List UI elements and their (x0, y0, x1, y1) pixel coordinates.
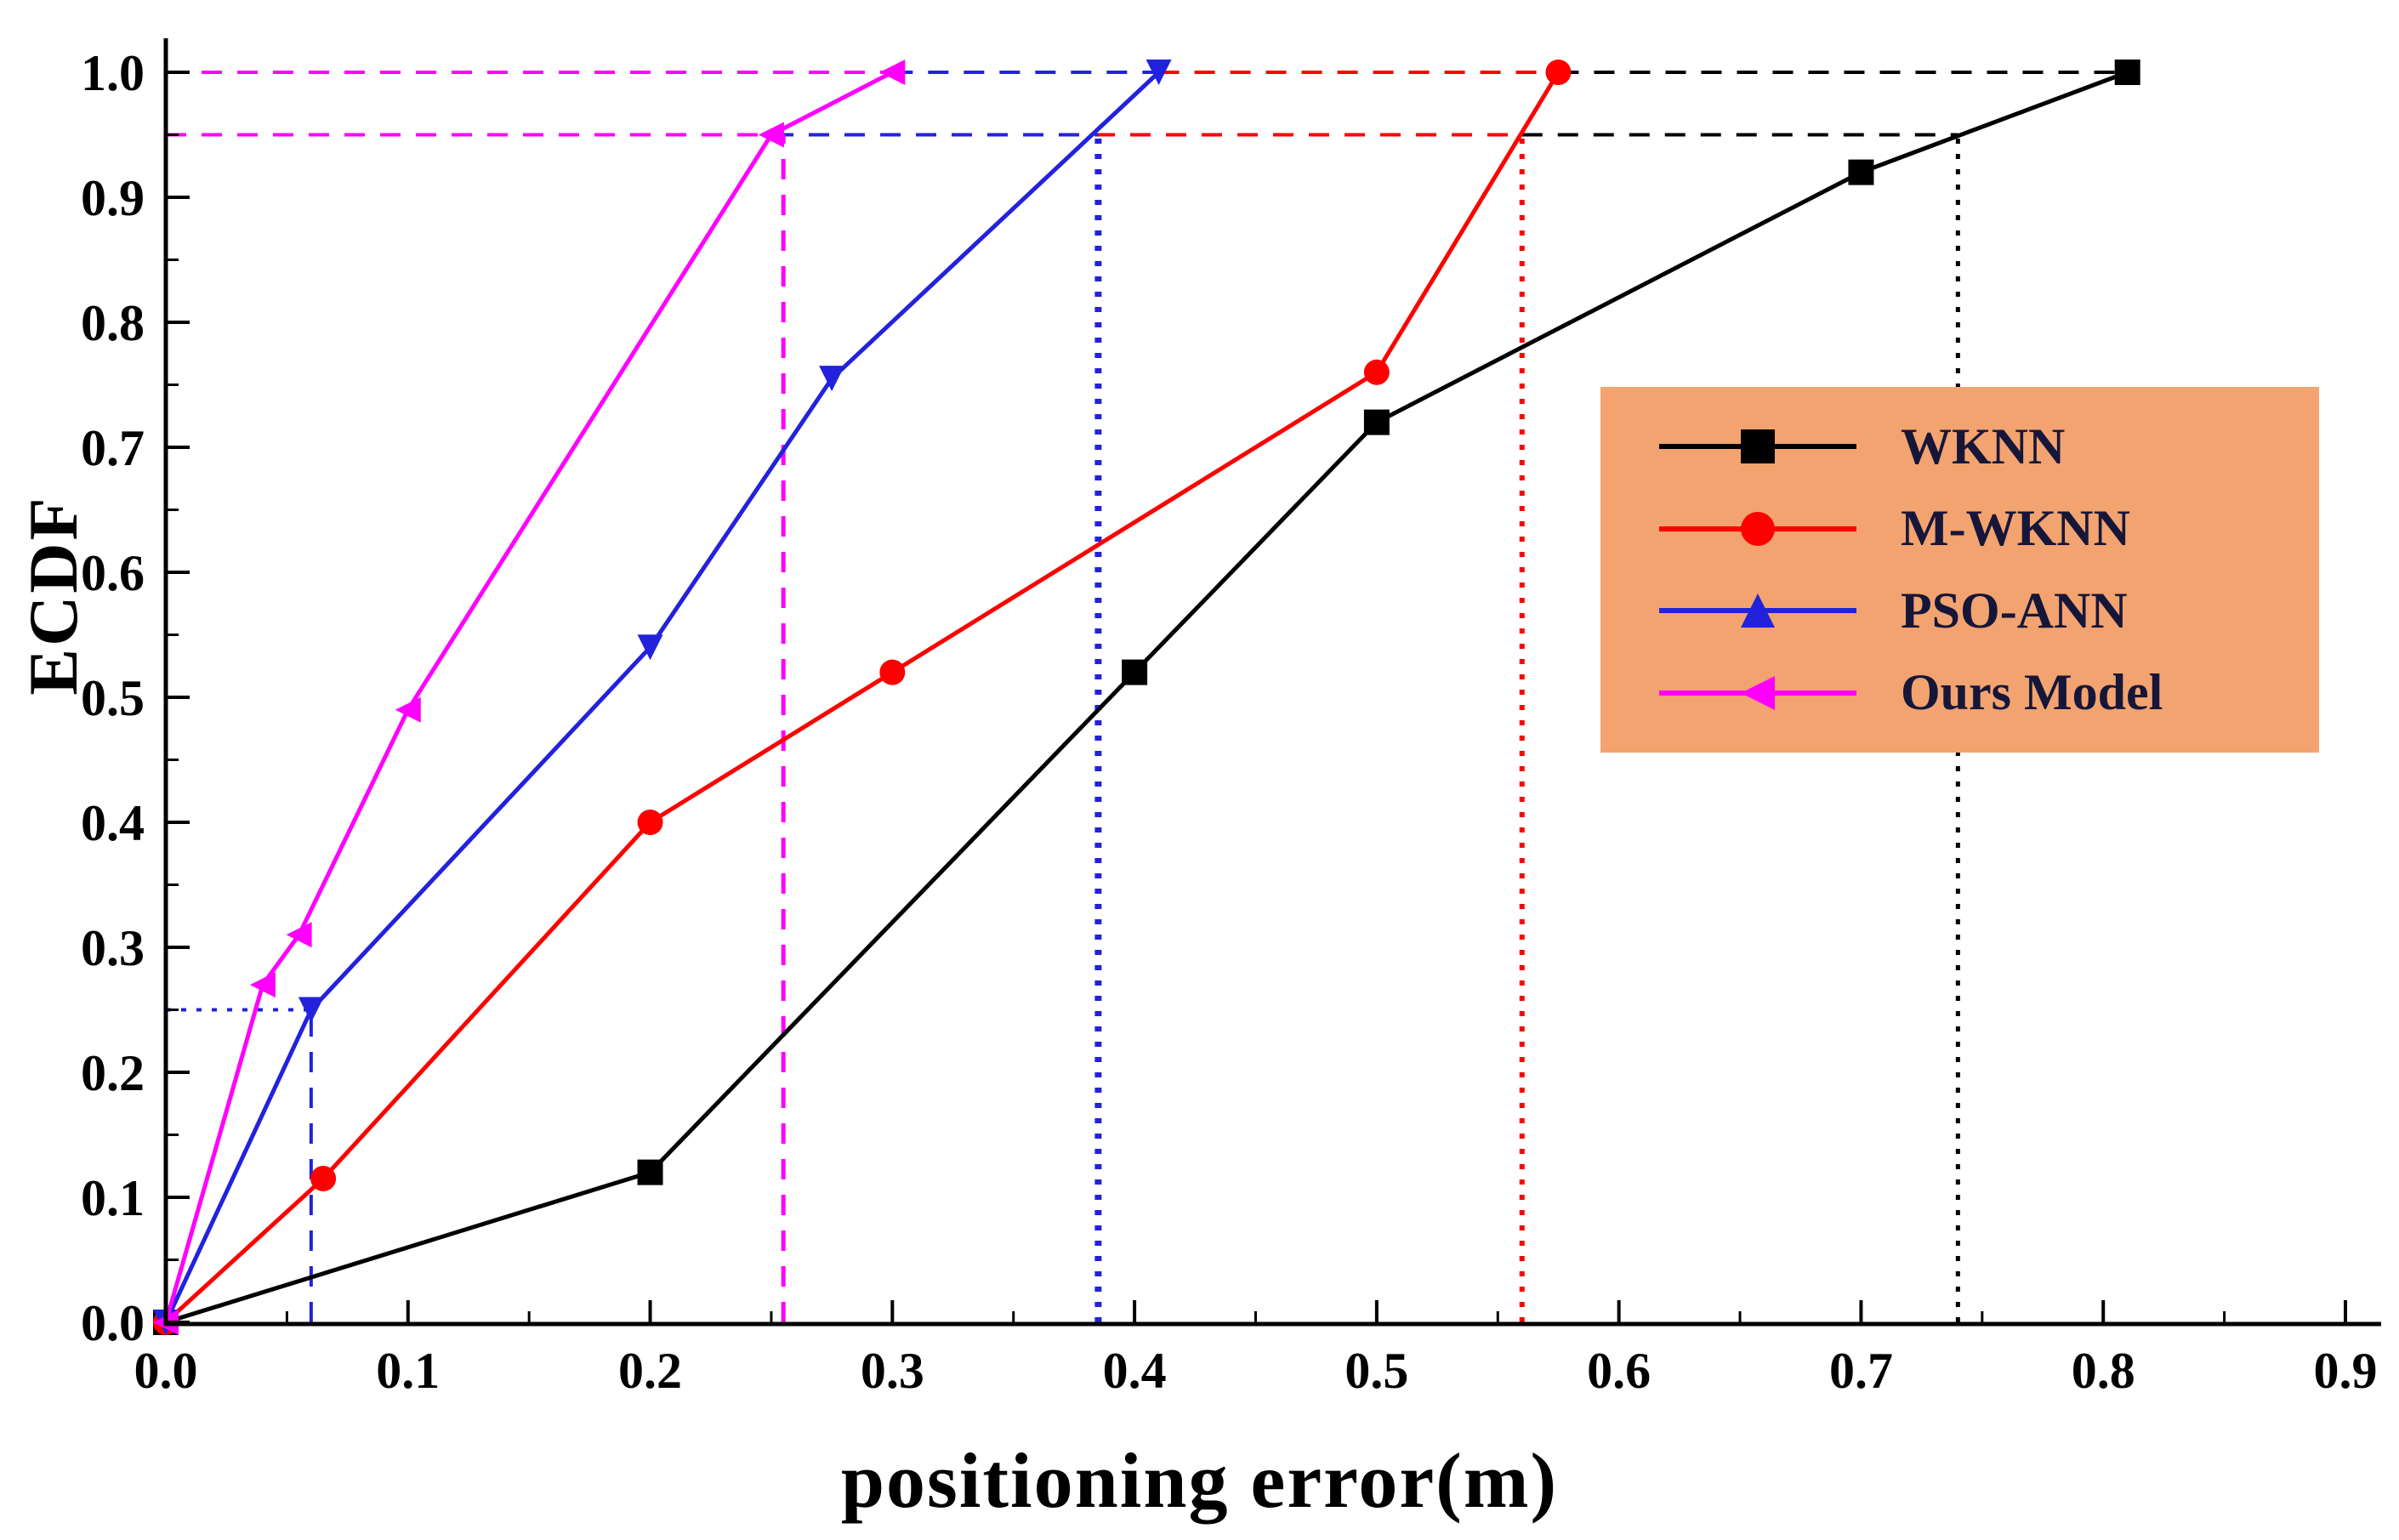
svg-text:0.7: 0.7 (81, 420, 145, 476)
series-pso-ann (153, 60, 1172, 1335)
legend-item-m-wknn: M-WKNN (1656, 499, 2311, 558)
svg-text:0.9: 0.9 (81, 170, 145, 226)
legend-item-ours-model: Ours Model (1656, 663, 2311, 722)
axes (163, 38, 2381, 1327)
x-axis-title: positioning error(m) (840, 1437, 1559, 1524)
svg-text:0.4: 0.4 (1103, 1343, 1167, 1399)
y-axis-title: ECDF (14, 495, 92, 696)
svg-text:0.8: 0.8 (2072, 1343, 2135, 1399)
legend: WKNN M-WKNN PSO-ANN Ours Model (1600, 387, 2319, 753)
svg-text:0.4: 0.4 (81, 795, 145, 851)
legend-label: PSO-ANN (1901, 582, 2128, 639)
legend-marker-m-wknn-icon (1659, 511, 1856, 546)
svg-text:0.3: 0.3 (861, 1343, 924, 1399)
svg-text:0.7: 0.7 (1829, 1343, 1893, 1399)
legend-label: M-WKNN (1901, 500, 2130, 557)
svg-text:0.6: 0.6 (1587, 1343, 1651, 1399)
legend-marker-wknn-icon (1659, 429, 1856, 464)
svg-text:0.1: 0.1 (81, 1170, 145, 1226)
legend-label: WKNN (1901, 418, 2066, 475)
svg-text:0.0: 0.0 (81, 1295, 145, 1351)
svg-text:0.3: 0.3 (81, 920, 145, 976)
svg-text:0.8: 0.8 (81, 295, 145, 351)
legend-item-pso-ann: PSO-ANN (1656, 582, 2311, 640)
svg-text:0.1: 0.1 (376, 1343, 440, 1399)
legend-marker-ours-model-icon (1659, 675, 1856, 710)
svg-text:0.2: 0.2 (81, 1045, 145, 1101)
svg-text:0.5: 0.5 (81, 670, 145, 726)
series-m-wknn (153, 60, 1572, 1335)
series-ours-model (153, 60, 906, 1335)
series-wknn (153, 60, 2140, 1335)
legend-label: Ours Model (1901, 664, 2163, 721)
tick-marks (164, 71, 2347, 1324)
guide-lines (166, 71, 2128, 1322)
svg-text:1.0: 1.0 (81, 45, 145, 101)
tick-labels: 0.0 0.1 0.2 0.3 0.4 0.5 0.6 0.7 0.8 0.9 0.0 0.1 0.2 0… (81, 45, 2378, 1399)
legend-marker-pso-ann-icon (1659, 594, 1856, 628)
svg-text:0.5: 0.5 (1344, 1343, 1408, 1399)
svg-text:0.0: 0.0 (134, 1343, 198, 1399)
svg-text:0.9: 0.9 (2314, 1343, 2378, 1399)
svg-text:0.2: 0.2 (618, 1343, 682, 1399)
legend-item-wknn: WKNN (1656, 418, 2311, 476)
svg-text:0.6: 0.6 (81, 545, 145, 601)
